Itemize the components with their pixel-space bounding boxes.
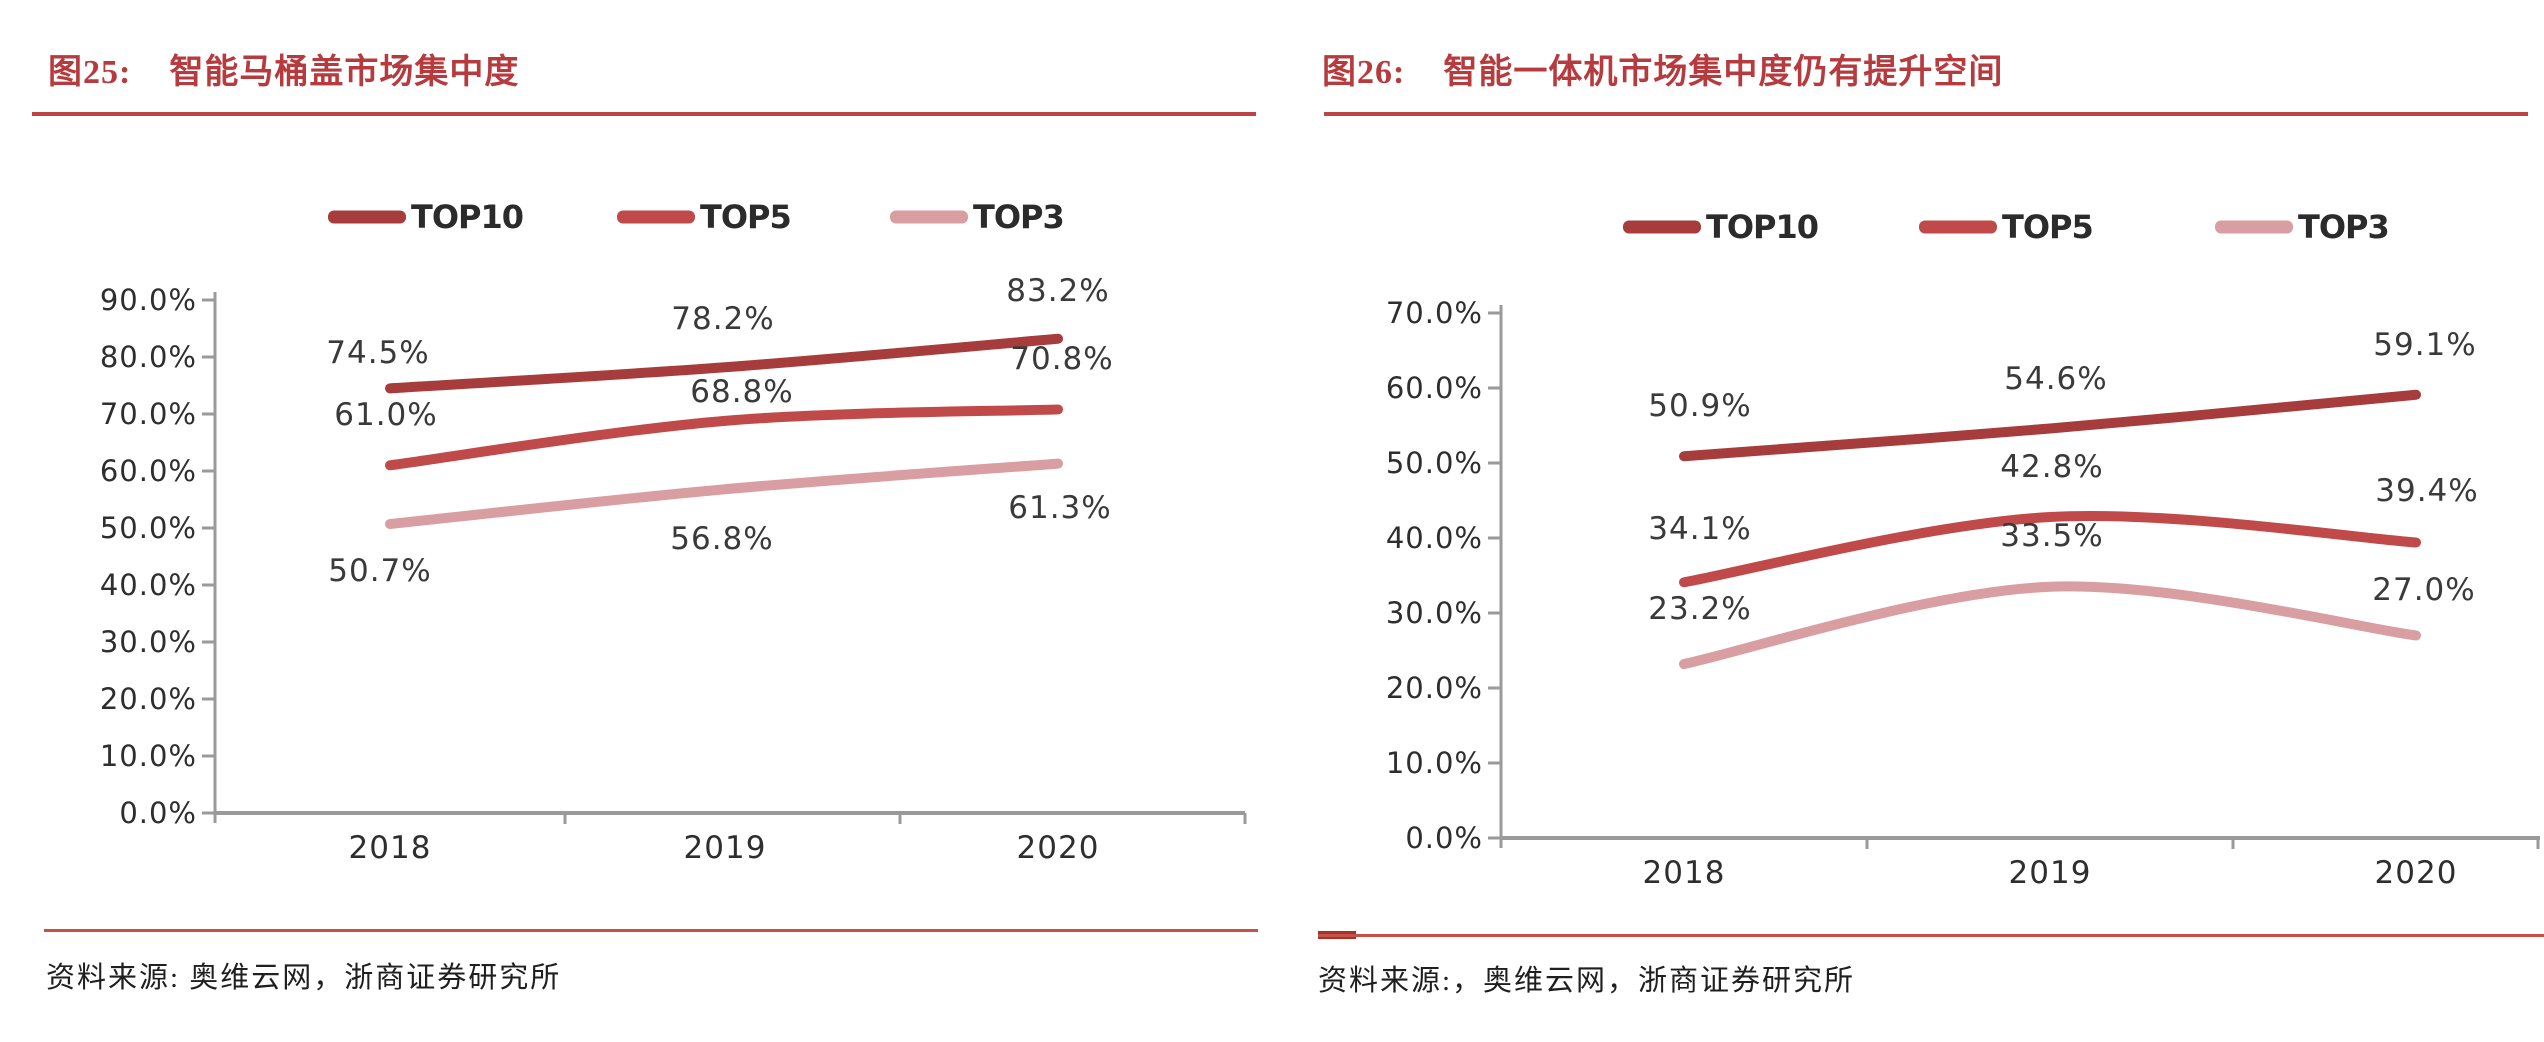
fig25-data-label: 70.8% (1010, 341, 1113, 377)
fig25-y-tick-label: 40.0% (100, 568, 197, 602)
fig26-data-label: 54.6% (2004, 361, 2107, 397)
fig26-data-label: 39.4% (2375, 473, 2478, 509)
fig26-series-line-top5 (1679, 510, 2421, 588)
fig26-y-tick-label: 20.0% (1386, 671, 1483, 705)
fig25-y-tick-label: 80.0% (100, 340, 197, 374)
figure25-bottom-rule (44, 929, 1258, 932)
fig26-legend-swatch-top3 (2215, 220, 2293, 234)
fig25-series-line-top10 (385, 333, 1063, 394)
fig25-legend-label-top10: TOP10 (411, 198, 523, 236)
figure25-title-underline (32, 112, 1256, 116)
fig25-y-tick-label: 90.0% (100, 283, 197, 317)
fig26-legend-swatch-top10 (1623, 220, 1701, 234)
fig26-data-label: 50.9% (1648, 388, 1751, 424)
fig25-data-label: 74.5% (326, 335, 429, 371)
fig26-data-label: 27.0% (2372, 572, 2475, 608)
fig26-legend-label-top5: TOP5 (2002, 208, 2093, 246)
fig25-y-tick-label: 0.0% (119, 796, 197, 830)
figure25-title: 图25: 智能马桶盖市场集中度 (48, 44, 519, 93)
figure25-title-text: 智能马桶盖市场集中度 (169, 54, 520, 91)
figure26-title-underline (1324, 112, 2528, 116)
fig25-legend-label-top3: TOP3 (973, 198, 1064, 236)
fig26-data-label: 42.8% (2000, 449, 2103, 485)
fig26-x-category-label: 2020 (2375, 855, 2458, 891)
fig25-data-label: 68.8% (690, 374, 793, 410)
fig25-data-label: 61.3% (1008, 490, 1111, 526)
figure25-label: 图25: (48, 54, 132, 91)
fig26-y-tick-label: 10.0% (1386, 746, 1483, 780)
fig26-legend-label-top10: TOP10 (1706, 208, 1818, 246)
figure26-title: 图26: 智能一体机市场集中度仍有提升空间 (1322, 44, 2003, 93)
fig25-series-line-top5 (385, 404, 1063, 471)
fig25-y-tick-label: 10.0% (100, 739, 197, 773)
figure26-bottom-rule (1318, 934, 2544, 937)
fig26-x-category-label: 2018 (1643, 855, 1726, 891)
fig26-y-tick-label: 50.0% (1386, 446, 1483, 480)
fig25-data-label: 83.2% (1006, 273, 1109, 309)
fig25-legend-swatch-top5 (617, 210, 695, 224)
fig25-y-tick-label: 70.0% (100, 397, 197, 431)
fig25-data-label: 78.2% (671, 301, 774, 337)
fig26-legend-swatch-top5 (1919, 220, 1997, 234)
fig25-legend-swatch-top10 (328, 210, 406, 224)
fig25-y-tick-label: 20.0% (100, 682, 197, 716)
fig26-y-tick-label: 30.0% (1386, 596, 1483, 630)
fig26-y-tick-label: 40.0% (1386, 521, 1483, 555)
fig25-y-tick-label: 30.0% (100, 625, 197, 659)
figure26-source-note: 资料来源:，奥维云网，浙商证券研究所 (1318, 965, 1856, 997)
fig25-legend-label-top5: TOP5 (700, 198, 791, 236)
figure26-label: 图26: (1322, 54, 1406, 91)
fig26-series-line-top3 (1679, 581, 2421, 669)
fig26-series-line-top10 (1679, 389, 2421, 462)
fig26-legend-label-top3: TOP3 (2298, 208, 2389, 246)
fig26-data-label: 23.2% (1648, 591, 1751, 627)
fig25-y-tick-label: 60.0% (100, 454, 197, 488)
fig25-legend-swatch-top3 (890, 210, 968, 224)
fig26-y-tick-label: 70.0% (1386, 296, 1483, 330)
fig25-data-label: 50.7% (328, 553, 431, 589)
fig26-y-tick-label: 60.0% (1386, 371, 1483, 405)
fig25-y-tick-label: 50.0% (100, 511, 197, 545)
fig25-x-category-label: 2018 (349, 830, 432, 866)
fig25-x-category-label: 2019 (684, 830, 767, 866)
fig26-y-tick-label: 0.0% (1405, 821, 1483, 855)
fig25-x-category-label: 2020 (1017, 830, 1100, 866)
figure26-title-text: 智能一体机市场集中度仍有提升空间 (1443, 54, 2004, 91)
fig25-data-label: 61.0% (334, 397, 437, 433)
fig26-x-category-label: 2019 (2009, 855, 2092, 891)
fig26-data-label: 33.5% (2000, 518, 2103, 554)
figure25-source-note: 资料来源: 奥维云网，浙商证券研究所 (46, 962, 562, 994)
fig25-series-line-top3 (385, 458, 1063, 530)
fig26-data-label: 59.1% (2373, 327, 2476, 363)
fig26-data-label: 34.1% (1648, 511, 1751, 547)
fig25-data-label: 56.8% (670, 521, 773, 557)
